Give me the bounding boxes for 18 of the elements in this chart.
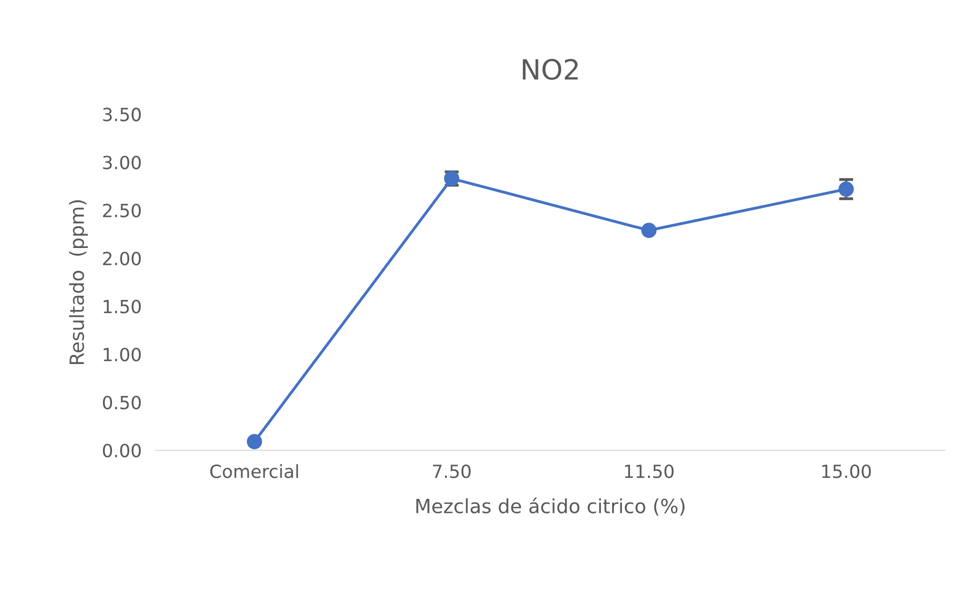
y-tick-label: 3.50 <box>103 108 141 122</box>
x-tick-label: Comercial <box>210 464 298 478</box>
x-tick-label: 11.50 <box>625 464 674 478</box>
y-tick-label: 0.00 <box>102 444 141 458</box>
y-tick-label: 3.00 <box>103 156 141 170</box>
y-tick-label: 0.50 <box>102 396 141 410</box>
y-tick-label: 2.50 <box>103 204 141 218</box>
y-axis-title: Resultado (ppm) <box>69 200 88 364</box>
y-tick-label: 1.00 <box>104 348 141 362</box>
point <box>641 222 657 238</box>
point <box>838 181 854 197</box>
y-tick-label: 2.00 <box>103 252 141 266</box>
x-tick-label: 15.00 <box>822 464 871 478</box>
x-tick-label: 7.50 <box>433 464 471 478</box>
point <box>246 434 262 450</box>
y-tick-label: 1.50 <box>104 300 141 314</box>
x-axis-title: Mezclas de ácido citrico (%) <box>416 498 684 516</box>
chart-title: NO2 <box>522 58 578 80</box>
